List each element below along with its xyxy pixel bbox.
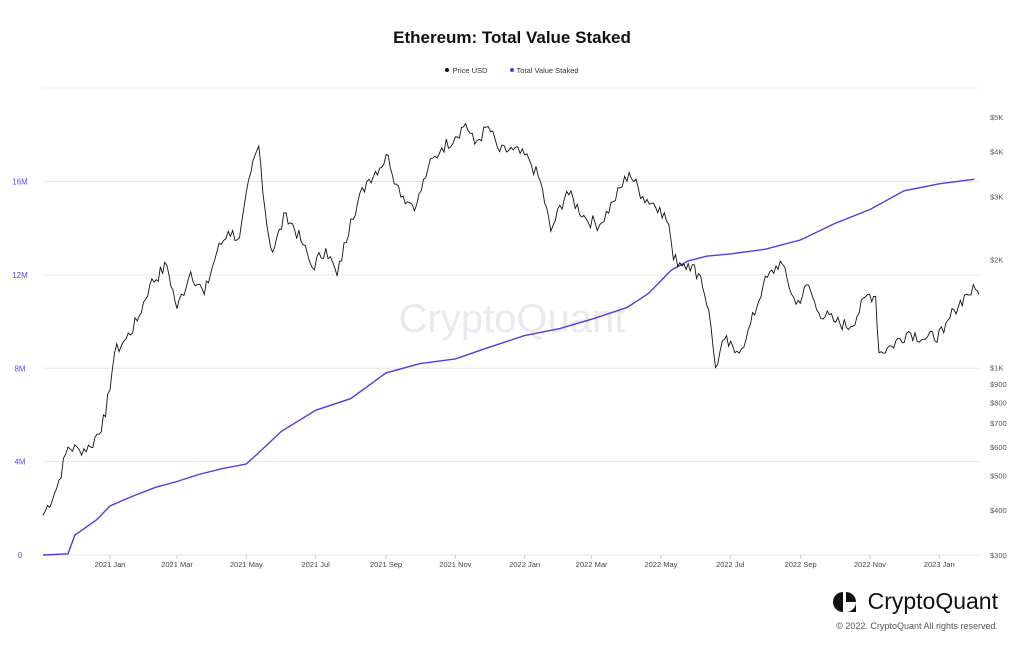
y-right-tick-label: $400 [990, 506, 1007, 515]
y-right-tick-label: $3K [990, 193, 1003, 202]
y-right-tick-label: $2K [990, 256, 1003, 265]
x-tick-label: 2022 Sep [785, 560, 817, 569]
chart-legend: Price USD Total Value Staked [0, 65, 1024, 75]
y-right-tick-label: $4K [990, 148, 1003, 157]
y-right-tick-label: $300 [990, 551, 1007, 560]
x-tick-label: 2021 Mar [161, 560, 193, 569]
x-tick-label: 2022 Jul [716, 560, 745, 569]
y-right-tick-label: $700 [990, 419, 1007, 428]
y-left-tick-label: 16M [12, 178, 28, 187]
legend-staked-marker [509, 68, 514, 72]
x-tick-label: 2021 Jul [301, 560, 330, 569]
x-tick-label: 2021 Sep [370, 560, 402, 569]
cryptoquant-logo-icon [832, 591, 856, 612]
legend-price-label: Price USD [452, 65, 488, 75]
x-tick-label: 2022 Nov [854, 560, 886, 569]
y-right-tick-label: $1K [990, 364, 1003, 373]
watermark-text: CryptoQuant [399, 297, 626, 341]
legend-item-staked[interactable]: Total Value Staked [509, 65, 579, 75]
y-right-tick-label: $5K [990, 113, 1003, 122]
y-right-tick-label: $800 [990, 398, 1007, 407]
chart-title: Ethereum: Total Value Staked [393, 28, 631, 47]
x-tick-label: 2023 Jan [924, 560, 955, 569]
x-tick-label: 2022 Jan [509, 560, 540, 569]
x-axis: 2021 Jan 2021 Mar 2021 May 2021 Jul 2021 Sep… [95, 555, 955, 569]
series-line-total-value-staked [42, 178, 975, 556]
x-tick-label: 2022 May [644, 560, 677, 569]
y-right-tick-label: $500 [990, 471, 1007, 480]
y-right-tick-label: $900 [990, 380, 1007, 389]
legend-price-marker [445, 68, 450, 72]
right-axis: $300 $400 $500 $600 $700 $800 $900 $1K $2K $3K $4K… [990, 113, 1007, 560]
x-tick-label: 2022 Mar [576, 560, 608, 569]
x-tick-label: 2021 May [230, 560, 263, 569]
x-tick-label: 2021 Nov [439, 560, 471, 569]
x-tick-label: 2021 Jan [95, 560, 126, 569]
brand-logo: CryptoQuant [832, 588, 998, 615]
y-left-tick-label: 4M [14, 458, 25, 467]
y-left-tick-label: 12M [12, 271, 28, 280]
y-right-tick-label: $600 [990, 443, 1007, 452]
brand-name: CryptoQuant [867, 588, 998, 614]
series-line-price-usd [42, 122, 980, 516]
legend-item-price[interactable]: Price USD [445, 66, 487, 75]
y-left-tick-label: 8M [14, 364, 25, 373]
y-left-tick-label: 0 [18, 551, 23, 560]
gridlines [43, 87, 979, 556]
legend-staked-label: Total Value Staked [516, 65, 579, 75]
copyright-text: © 2022. CryptoQuant All rights reserved. [836, 621, 998, 631]
left-axis: 0 4M 8M 12M 16M [12, 178, 28, 561]
